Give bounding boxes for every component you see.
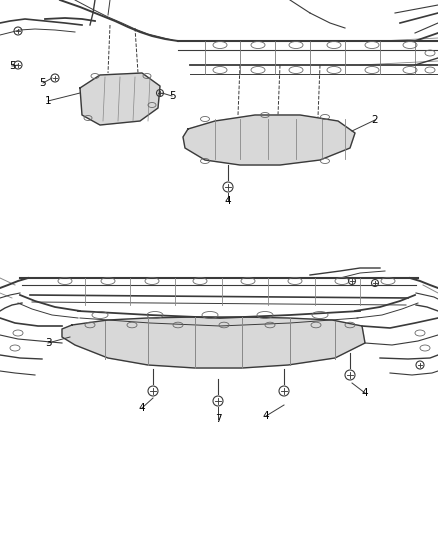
Text: 4: 4: [225, 196, 231, 206]
Text: 1: 1: [45, 96, 51, 106]
Text: 5: 5: [9, 61, 15, 71]
Text: 4: 4: [139, 403, 145, 413]
Polygon shape: [183, 115, 355, 165]
Text: 7: 7: [215, 414, 221, 424]
Text: 4: 4: [362, 388, 368, 398]
Text: 3: 3: [45, 338, 51, 348]
Polygon shape: [80, 73, 160, 125]
Text: 5: 5: [40, 78, 46, 88]
Text: 5: 5: [169, 91, 175, 101]
Text: 2: 2: [372, 115, 378, 125]
Polygon shape: [62, 317, 365, 368]
Text: 4: 4: [263, 411, 269, 421]
